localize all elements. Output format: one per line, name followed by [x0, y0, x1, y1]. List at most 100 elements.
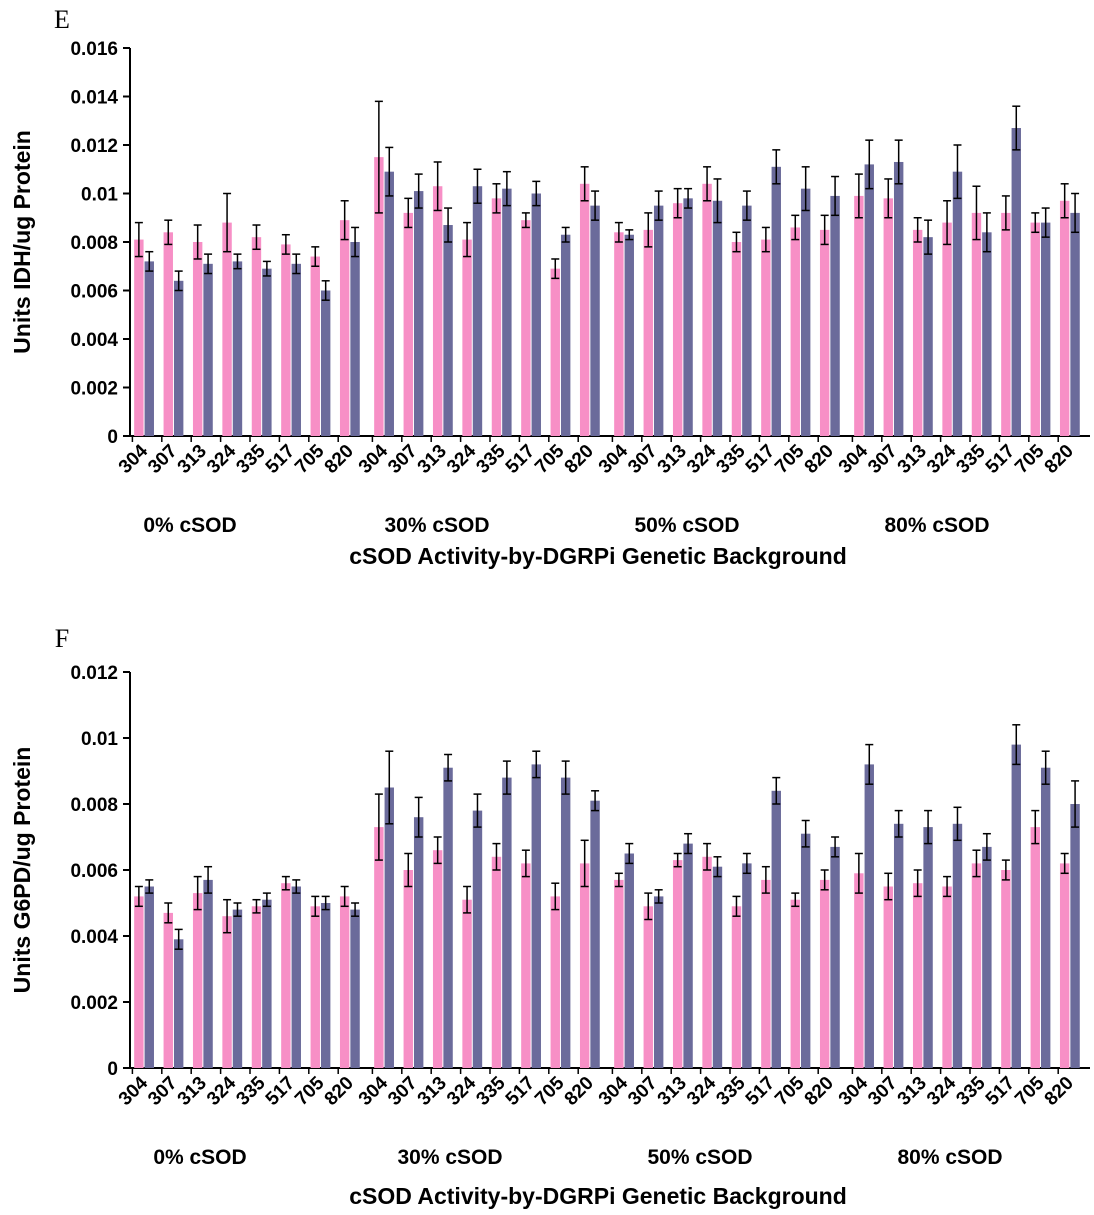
- bar-series-2: [864, 764, 874, 1068]
- bar-series-1: [790, 899, 800, 1068]
- bar-series-1: [854, 195, 864, 436]
- bar-series-1: [1030, 827, 1040, 1068]
- bar-series-2: [384, 171, 394, 437]
- bar-series-2: [1011, 744, 1021, 1068]
- y-tick-label: 0.016: [70, 39, 118, 60]
- bar-series-2: [560, 234, 571, 436]
- x-tick-label: 820: [1041, 441, 1078, 478]
- bar-series-2: [712, 200, 723, 436]
- y-tick-label: 0.01: [81, 185, 118, 206]
- x-tick-label: 313: [894, 1073, 931, 1110]
- bar-series-1: [579, 863, 590, 1068]
- bar-series-2: [1070, 804, 1080, 1068]
- bar-series-2: [173, 280, 184, 436]
- bar-series-1: [374, 157, 384, 436]
- bar-series-1: [1030, 222, 1040, 436]
- bar-series-1: [521, 863, 531, 1068]
- x-tick-label: 313: [654, 441, 691, 478]
- bar-series-1: [819, 879, 830, 1068]
- bar-series-2: [590, 800, 600, 1068]
- bar-series-1: [521, 220, 531, 436]
- bar-series-2: [203, 879, 213, 1068]
- bar-series-1: [550, 268, 560, 436]
- bar-series-1: [971, 863, 982, 1068]
- bar-series-1: [1059, 200, 1070, 436]
- bar-series-2: [144, 886, 154, 1068]
- bar-series-2: [830, 846, 840, 1068]
- bar-series-1: [550, 896, 560, 1068]
- bar-series-1: [643, 229, 653, 436]
- x-tick-label: 335: [952, 1072, 990, 1110]
- bar-series-1: [310, 256, 320, 436]
- x-tick-label: 313: [414, 1073, 451, 1110]
- x-tick-label: 820: [801, 441, 838, 478]
- bar-series-2: [1011, 128, 1021, 436]
- bar-series-2: [771, 790, 781, 1068]
- bar-series-1: [462, 239, 472, 436]
- bar-series-1: [374, 827, 384, 1068]
- x-tick-label: 705: [1011, 1072, 1049, 1110]
- bar-series-2: [1040, 767, 1051, 1068]
- y-tick-label: 0.002: [70, 993, 118, 1014]
- y-tick-label: 0.004: [70, 927, 118, 948]
- bar-series-1: [790, 227, 800, 436]
- x-tick-label: 324: [923, 1072, 961, 1110]
- bar-series-1: [1001, 870, 1011, 1068]
- x-tick-label: 517: [262, 441, 299, 478]
- bar-series-1: [163, 232, 173, 436]
- bar-series-1: [672, 203, 683, 436]
- bar-series-1: [912, 883, 923, 1068]
- bar-series-2: [893, 823, 904, 1068]
- bar-series-2: [864, 164, 874, 436]
- y-tick-label: 0: [107, 427, 118, 448]
- bar-series-2: [320, 903, 331, 1068]
- x-tick-label: 820: [561, 441, 598, 478]
- x-tick-label: 307: [144, 1073, 181, 1110]
- bar-series-2: [413, 191, 424, 436]
- bar-series-2: [262, 899, 272, 1068]
- bar-series-1: [1059, 863, 1070, 1068]
- x-tick-label: 517: [742, 1073, 779, 1110]
- group-label: 50% cSOD: [647, 1146, 752, 1169]
- bar-series-1: [731, 242, 742, 436]
- y-tick-label: 0.006: [70, 282, 118, 303]
- x-tick-label: 517: [502, 441, 539, 478]
- x-tick-label: 705: [771, 1072, 809, 1110]
- x-tick-label: 517: [982, 441, 1019, 478]
- bar-series-2: [624, 853, 634, 1068]
- bar-series-1: [432, 186, 443, 436]
- bar-series-2: [683, 843, 693, 1068]
- x-tick-label: 304: [355, 1072, 393, 1110]
- x-tick-label: 307: [384, 441, 421, 478]
- x-tick-label: 335: [232, 1072, 270, 1110]
- group-label: 80% cSOD: [884, 514, 989, 537]
- bar-series-2: [232, 261, 243, 436]
- bar-series-1: [491, 856, 502, 1068]
- x-tick-label: 517: [502, 1073, 539, 1110]
- x-tick-label: 304: [595, 1072, 633, 1110]
- bar-series-2: [350, 909, 360, 1068]
- bar-series-2: [800, 188, 811, 436]
- bar-series-2: [443, 767, 453, 1068]
- bar-series-2: [291, 886, 301, 1068]
- x-tick-label: 307: [624, 441, 661, 478]
- bar-series-1: [702, 856, 712, 1068]
- bar-series-2: [502, 188, 512, 436]
- y-tick-label: 0.008: [70, 795, 118, 816]
- bar-series-1: [761, 239, 771, 436]
- bar-series-2: [653, 896, 664, 1068]
- bar-series-1: [643, 906, 653, 1068]
- group-label: 30% cSOD: [397, 1146, 502, 1169]
- x-tick-label: 335: [472, 1072, 510, 1110]
- x-tick-label: 324: [443, 1072, 481, 1110]
- x-tick-label: 324: [683, 1072, 721, 1110]
- bar-series-2: [830, 195, 840, 436]
- y-tick-label: 0.01: [81, 729, 118, 750]
- x-tick-label: 324: [923, 440, 961, 478]
- x-tick-label: 313: [654, 1073, 691, 1110]
- bar-series-2: [560, 777, 571, 1068]
- x-tick-label: 705: [531, 1072, 569, 1110]
- x-tick-label: 307: [144, 441, 181, 478]
- bar-series-1: [432, 850, 443, 1068]
- x-tick-label: 335: [952, 440, 990, 478]
